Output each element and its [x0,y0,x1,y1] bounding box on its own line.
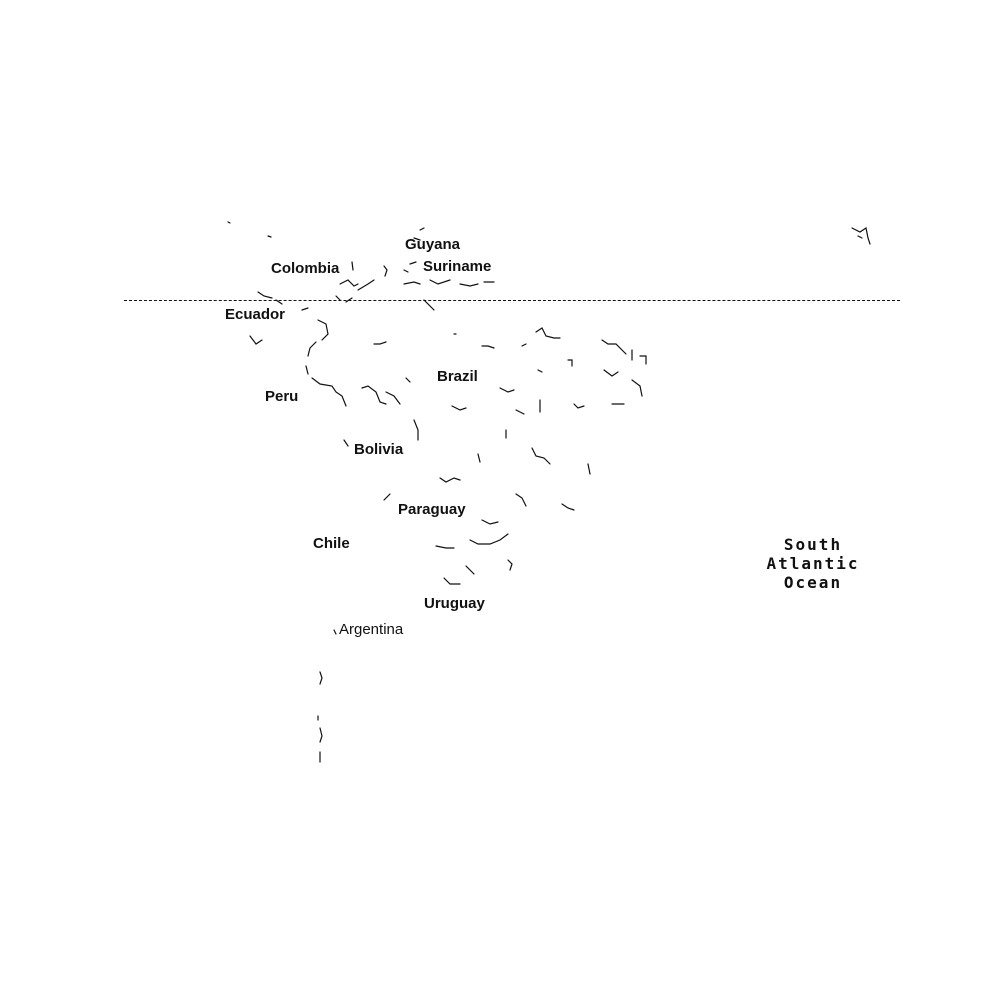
country-label-ecuador: Ecuador [225,306,286,323]
country-label-suriname: Suriname [423,258,492,275]
country-label-argentina: Argentina [339,621,404,638]
ocean-label-line-2: Atlantic [766,554,860,573]
equator-line [124,300,900,301]
country-label-bolivia: Bolivia [354,441,404,458]
country-label-colombia: Colombia [271,260,340,277]
country-label-peru: Peru [265,388,299,405]
ocean-label-south-atlantic: South Atlantic Ocean [763,535,863,592]
ocean-label-line-3: Ocean [783,573,843,592]
country-label-uruguay: Uruguay [424,595,485,612]
country-label-chile: Chile [313,535,350,552]
country-label-paraguay: Paraguay [398,501,466,518]
country-label-guyana: Guyana [405,236,461,253]
ocean-label-line-1: South [783,535,843,554]
country-label-brazil: Brazil [437,368,478,385]
